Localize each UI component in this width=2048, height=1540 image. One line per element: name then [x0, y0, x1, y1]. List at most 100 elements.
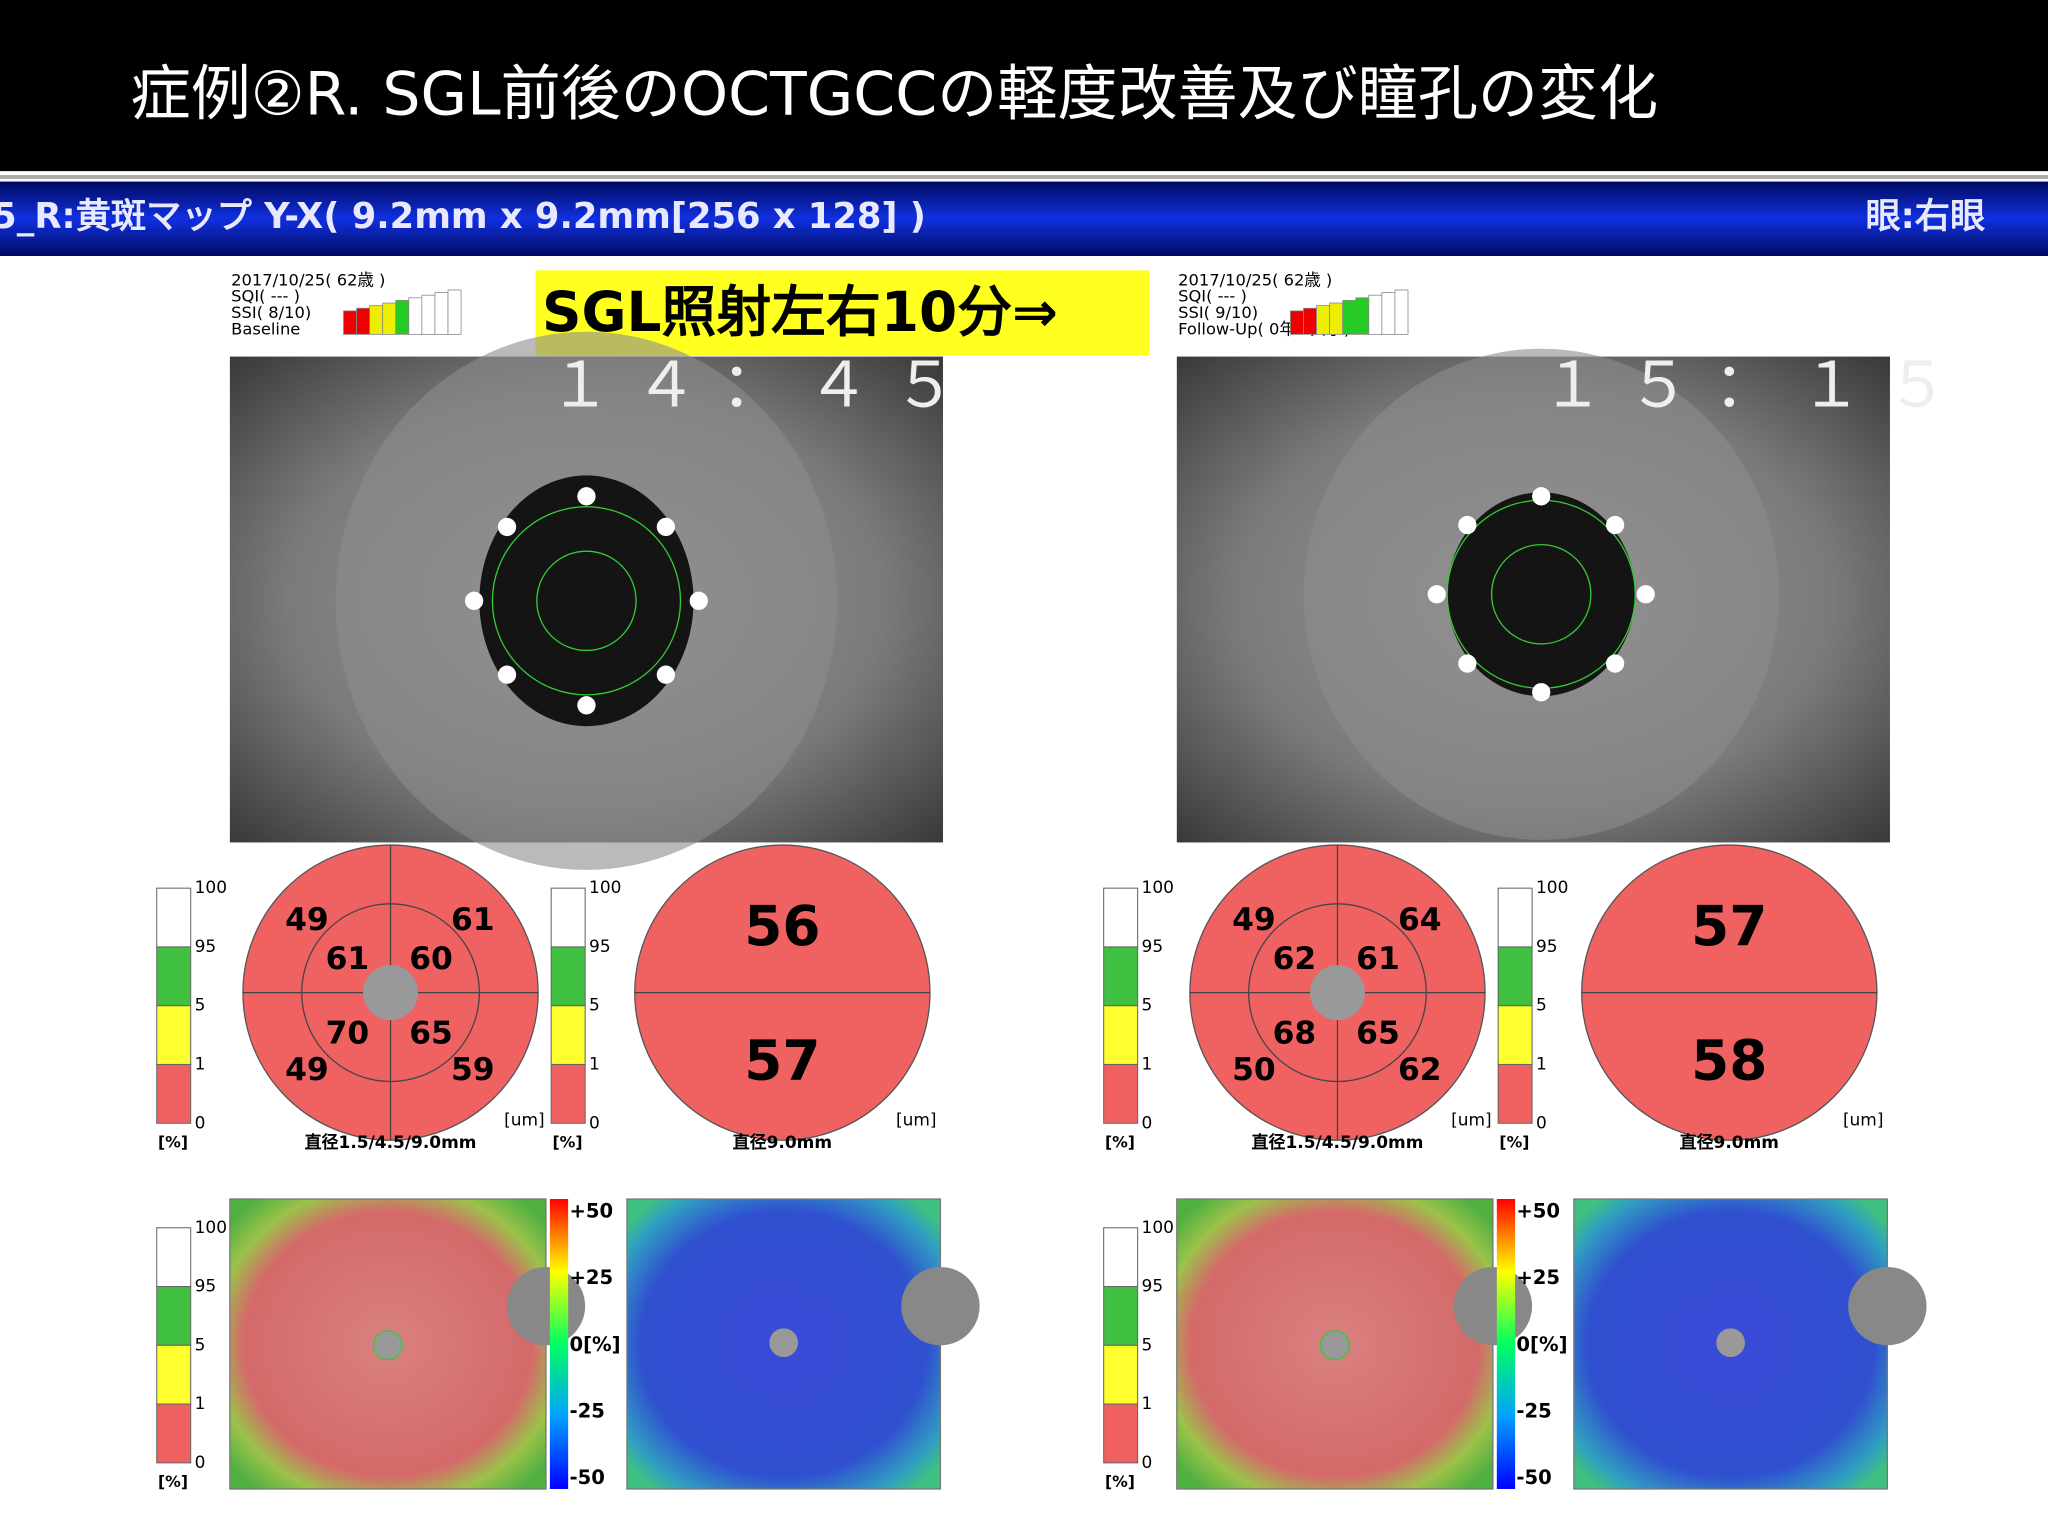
reflection: [1605, 654, 1625, 673]
unit: [%]: [1499, 1132, 1529, 1151]
ssi-bar: [1329, 302, 1344, 335]
scale-tick: 95: [1536, 937, 1558, 957]
ssi-bar: [408, 297, 423, 335]
scale-segment: [1497, 1005, 1533, 1066]
scale-tick: 1: [589, 1054, 600, 1074]
scale-tick: 100: [195, 1218, 227, 1238]
scale-segment: [156, 1063, 192, 1124]
scale-tick: 0: [1142, 1113, 1153, 1133]
sector-value: 62: [1273, 941, 1317, 977]
scale-tick: 5: [195, 996, 206, 1016]
reflection: [689, 591, 708, 610]
unit: [%]: [158, 1472, 188, 1491]
reflection: [577, 696, 596, 715]
colorbar-tick: -50: [1516, 1466, 1551, 1489]
optic-disc: [901, 1266, 980, 1346]
scan-info: SSI( 9/10): [1178, 303, 1258, 322]
time: １４：４５: [549, 348, 980, 421]
scale-tick: 95: [195, 1277, 217, 1297]
fovea: [1310, 965, 1365, 1021]
scale-segment: [1497, 1063, 1533, 1124]
scale-tick: 0: [1142, 1453, 1153, 1473]
scale-tick: 1: [1142, 1054, 1153, 1074]
scale-tick: 5: [1142, 996, 1153, 1016]
ssi-bar: [1303, 307, 1317, 335]
scale-tick: 5: [195, 1335, 206, 1355]
caption: 直径9.0mm: [733, 1132, 832, 1153]
unit: [%]: [158, 1132, 188, 1151]
reflection: [497, 665, 517, 684]
sector-value: 61: [1356, 941, 1400, 977]
reflection: [497, 517, 517, 537]
scale-tick: 95: [589, 937, 611, 957]
sector-value: 65: [409, 1015, 453, 1051]
ssi-bar: [1316, 305, 1331, 335]
unit: [um]: [1843, 1111, 1884, 1131]
scale-segment: [156, 1286, 192, 1346]
optic-disc: [1848, 1266, 1927, 1346]
ssi-bar: [1290, 310, 1304, 335]
scale-segment: [1103, 946, 1139, 1007]
scan-ring: [491, 506, 682, 696]
colorbar-tick: 0[%]: [569, 1333, 620, 1356]
time: １５：１５: [1541, 348, 1972, 421]
scale-tick: 5: [1536, 996, 1547, 1016]
scale-segment: [156, 1403, 192, 1464]
scale-segment: [550, 946, 586, 1007]
scale-segment: [156, 946, 192, 1007]
scale-tick: 1: [195, 1394, 206, 1414]
ssi-bar: [343, 310, 357, 335]
reflection: [656, 517, 676, 537]
caption: 直径1.5/4.5/9.0mm: [1252, 1132, 1424, 1153]
scan-info: SSI( 8/10): [231, 303, 311, 322]
ssi-bar: [1342, 300, 1357, 335]
ssi-bar: [356, 307, 371, 335]
reflection: [1636, 585, 1655, 604]
reflection: [577, 487, 596, 506]
colorbar-tick: +25: [1516, 1266, 1560, 1289]
colorbar-tick: +50: [569, 1200, 613, 1223]
scale-tick: 95: [1142, 1277, 1164, 1297]
reflection: [464, 591, 484, 610]
header-left: 5_R:黄斑マップ Y-X( 9.2mm x 9.2mm[256 x 128] …: [0, 196, 926, 237]
scale-tick: 95: [195, 937, 217, 957]
half-value: 57: [1691, 894, 1767, 958]
scan-info: SQI( --- ): [231, 287, 300, 306]
caption: 直径1.5/4.5/9.0mm: [305, 1132, 477, 1153]
fovea: [1716, 1328, 1745, 1358]
scale-segment: [1103, 1063, 1139, 1124]
ssi-bar: [434, 292, 449, 335]
sector-value: 64: [1398, 902, 1442, 938]
scale-segment: [1103, 1005, 1139, 1066]
colorbar-tick: 0[%]: [1516, 1333, 1567, 1356]
sector-value: 61: [326, 941, 370, 977]
unit: [um]: [896, 1111, 937, 1131]
scan-info: 2017/10/25( 62歳 ): [231, 270, 385, 289]
unit: [um]: [1451, 1111, 1492, 1131]
ssi-bar: [421, 294, 436, 335]
sector-value: 61: [451, 902, 495, 938]
unit: [%]: [552, 1132, 582, 1151]
fovea: [1319, 1330, 1350, 1361]
reflection: [1458, 654, 1477, 673]
colorbar-tick: +50: [1516, 1200, 1560, 1223]
scale-tick: 100: [1142, 878, 1174, 898]
colorbar: [549, 1199, 569, 1489]
ssi-bar: [395, 300, 410, 335]
scan-info: SQI( --- ): [1178, 287, 1247, 306]
scale-segment: [156, 1227, 192, 1288]
ssi-bar: [369, 305, 384, 335]
header-right: 眼:右眼: [1865, 196, 1986, 237]
reflection: [1427, 585, 1446, 604]
scan-info: Baseline: [231, 319, 300, 338]
reflection: [1532, 487, 1551, 506]
scan-info: 2017/10/25( 62歳 ): [1178, 270, 1332, 289]
scale-tick: 100: [1142, 1218, 1174, 1238]
scale-tick: 0: [195, 1113, 206, 1133]
sector-value: 62: [1398, 1052, 1442, 1088]
scale-segment: [550, 1005, 586, 1066]
sector-value: 50: [1232, 1052, 1276, 1088]
colorbar-tick: +25: [569, 1266, 613, 1289]
scale-tick: 0: [195, 1453, 206, 1473]
